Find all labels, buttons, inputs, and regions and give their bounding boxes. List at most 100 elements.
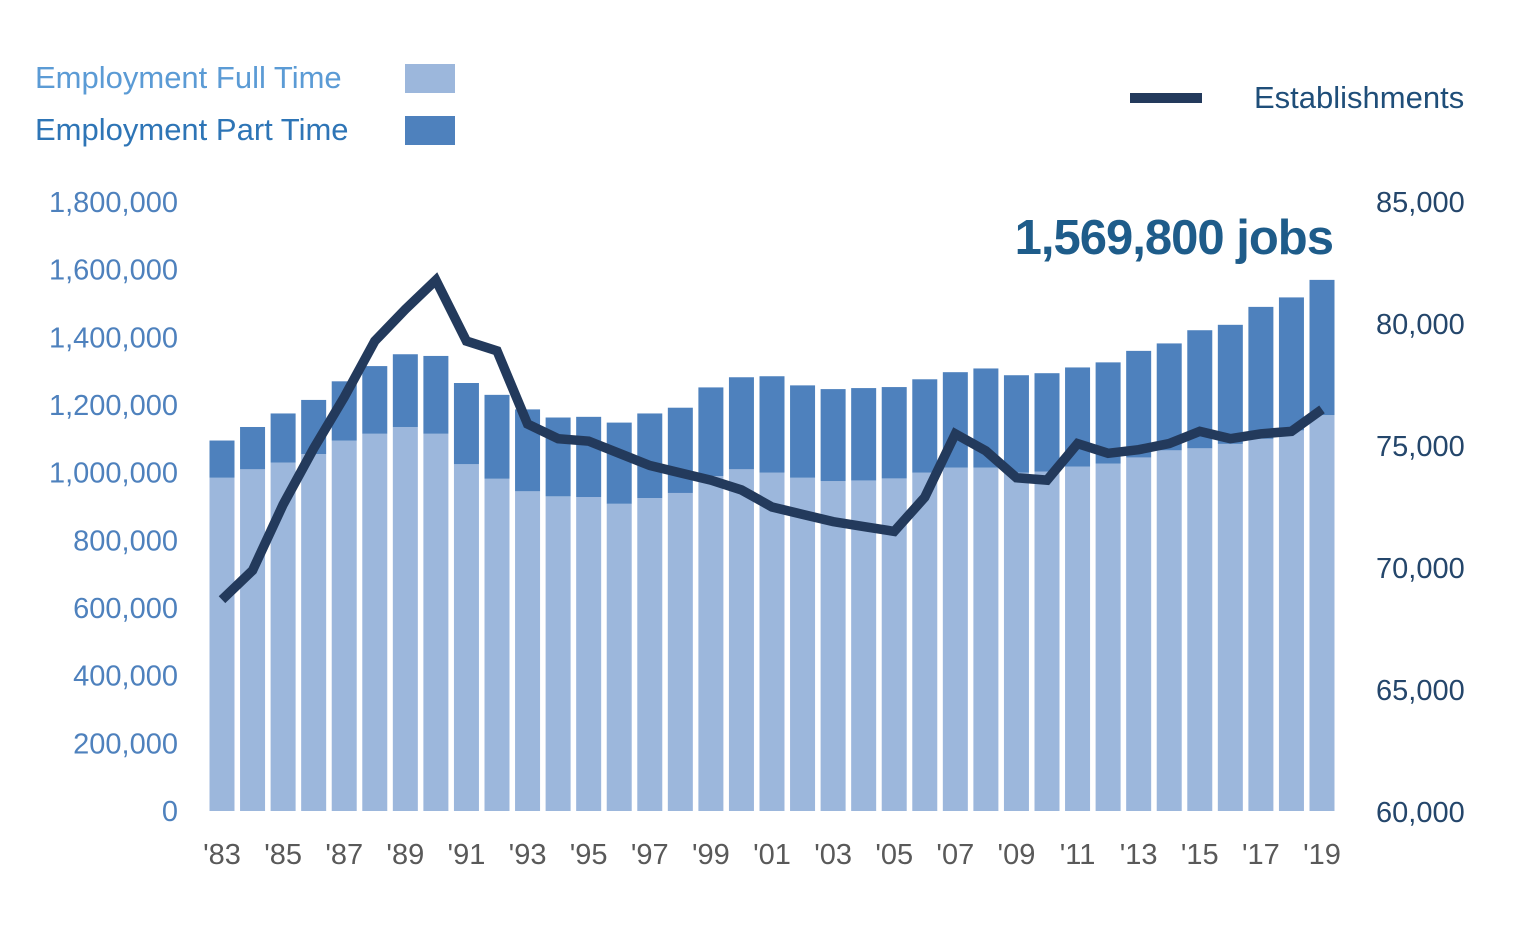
x-axis-tick-10: '03 [814,839,852,871]
bar-part-time-1999 [698,387,724,477]
bar-full-time-1997 [637,498,663,811]
bar-part-time-1992 [484,394,510,479]
x-axis-tick-15: '13 [1120,839,1158,871]
bar-part-time-2013 [1126,350,1152,458]
x-axis-tick-11: '05 [875,839,913,871]
bar-part-time-2004 [851,388,877,481]
x-axis-tick-7: '97 [631,839,669,871]
bar-part-time-1996 [606,422,632,504]
bar-part-time-1988 [362,366,388,434]
right-axis-tick-5: 85,000 [1376,187,1465,219]
bar-part-time-1985 [270,413,296,463]
bar-part-time-2001 [759,376,785,473]
left-axis-tick-7: 1,400,000 [49,322,178,354]
left-axis-tick-9: 1,800,000 [49,187,178,219]
legend: Employment Full Time Employment Part Tim… [35,52,455,156]
bar-full-time-2001 [759,472,785,811]
bar-part-time-1983 [209,440,235,478]
bar-full-time-1993 [515,491,541,811]
x-axis-tick-3: '89 [386,839,424,871]
x-axis-tick-6: '95 [570,839,608,871]
bar-full-time-1984 [240,469,266,811]
right-axis-tick-1: 65,000 [1376,675,1465,707]
establishments-line [218,272,1325,604]
left-axis-tick-0: 0 [162,796,178,828]
right-axis-tick-0: 60,000 [1376,797,1465,829]
bar-full-time-2008 [973,467,999,811]
bar-full-time-2004 [851,480,877,811]
bar-part-time-2014 [1156,343,1182,451]
bar-full-time-2018 [1278,430,1304,811]
bar-full-time-2014 [1156,450,1182,811]
bar-full-time-2015 [1187,448,1213,811]
x-axis-tick-0: '83 [203,839,241,871]
bar-part-time-1995 [576,416,602,498]
x-axis-tick-8: '99 [692,839,730,871]
bar-full-time-1991 [453,464,479,811]
left-axis-tick-8: 1,600,000 [49,255,178,287]
bar-part-time-2000 [728,377,754,470]
bar-part-time-2005 [881,387,907,479]
x-axis-tick-14: '11 [1060,839,1096,871]
bar-full-time-2017 [1248,438,1274,811]
bar-part-time-1997 [637,413,663,499]
left-axis-tick-5: 1,000,000 [49,458,178,490]
bar-part-time-2017 [1248,306,1274,439]
x-axis-tick-4: '91 [448,839,486,871]
x-axis-tick-18: '19 [1303,839,1341,871]
legend-label-establishments: Establishments [1254,80,1465,115]
bar-part-time-1998 [667,407,693,493]
x-axis-tick-12: '07 [936,839,974,871]
bar-part-time-2010 [1034,373,1060,472]
bar-full-time-1992 [484,478,510,811]
bar-full-time-1994 [545,496,571,811]
left-axis-tick-2: 400,000 [73,661,178,693]
bar-full-time-2009 [1003,472,1029,811]
legend-swatch-full-time [405,63,455,93]
bar-full-time-1996 [606,503,632,811]
bar-part-time-2006 [912,379,938,473]
left-axis-tick-6: 1,200,000 [49,390,178,422]
bar-part-time-2002 [790,385,816,478]
x-axis-tick-2: '87 [325,839,363,871]
legend-swatch-part-time [405,115,455,145]
left-axis-tick-3: 600,000 [73,593,178,625]
bar-full-time-1990 [423,433,449,811]
bar-full-time-2010 [1034,471,1060,811]
legend-label-full-time: Employment Full Time [35,60,342,95]
x-axis-tick-13: '09 [998,839,1036,871]
bar-full-time-1983 [209,477,235,811]
bar-part-time-2016 [1217,324,1243,444]
bar-part-time-1991 [453,383,479,465]
bar-part-time-1989 [392,354,418,427]
legend-label-part-time: Employment Part Time [35,112,349,147]
right-axis-tick-4: 80,000 [1376,309,1465,341]
legend-swatch-establishments-line [1130,93,1202,103]
bar-full-time-1999 [698,476,724,811]
legend-item-full-time: Employment Full Time [35,52,455,104]
bar-full-time-2007 [942,467,968,811]
legend-item-establishments: Establishments [1130,80,1464,116]
bar-full-time-1998 [667,492,693,811]
bar-part-time-2009 [1003,375,1029,473]
left-axis-tick-1: 200,000 [73,728,178,760]
bar-full-time-2012 [1095,463,1121,811]
x-axis-tick-5: '93 [509,839,547,871]
bar-full-time-2003 [820,481,846,811]
right-axis-tick-3: 75,000 [1376,431,1465,463]
bar-full-time-1987 [331,440,357,811]
x-axis-tick-16: '15 [1181,839,1219,871]
bar-full-time-2011 [1065,466,1091,811]
bar-full-time-1989 [392,426,418,811]
x-axis-tick-17: '17 [1242,839,1280,871]
bar-full-time-2013 [1126,457,1152,811]
bar-part-time-1984 [240,426,266,470]
bar-part-time-2003 [820,389,846,482]
bar-full-time-1986 [301,454,327,811]
bar-full-time-2000 [728,469,754,811]
left-axis-tick-4: 800,000 [73,525,178,557]
bar-full-time-2019 [1309,415,1335,811]
legend-item-part-time: Employment Part Time [35,104,455,156]
jobs-total-annotation: 1,569,800 jobs [1014,211,1334,265]
